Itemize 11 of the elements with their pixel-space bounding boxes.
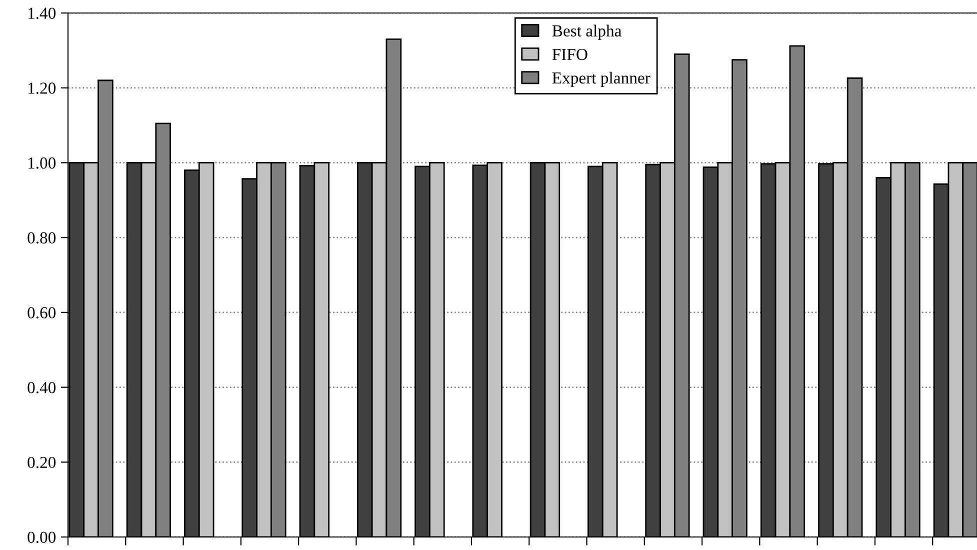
y-tick-label: 1.00 (28, 157, 56, 169)
y-tick-label: 0.00 (28, 532, 56, 544)
y-tick-label: 1.40 (28, 8, 56, 20)
y-tick-label: 0.20 (28, 456, 56, 468)
legend-label: Best alpha (552, 24, 622, 40)
legend-label: FIFO (552, 48, 588, 60)
y-tick-label: 0.60 (28, 307, 56, 318)
legend-label: Expert planner (552, 72, 650, 87)
y-tick-label: 0.80 (28, 232, 56, 244)
y-tick-label: 1.20 (28, 82, 56, 94)
y-tick-label: 0.40 (28, 382, 56, 394)
